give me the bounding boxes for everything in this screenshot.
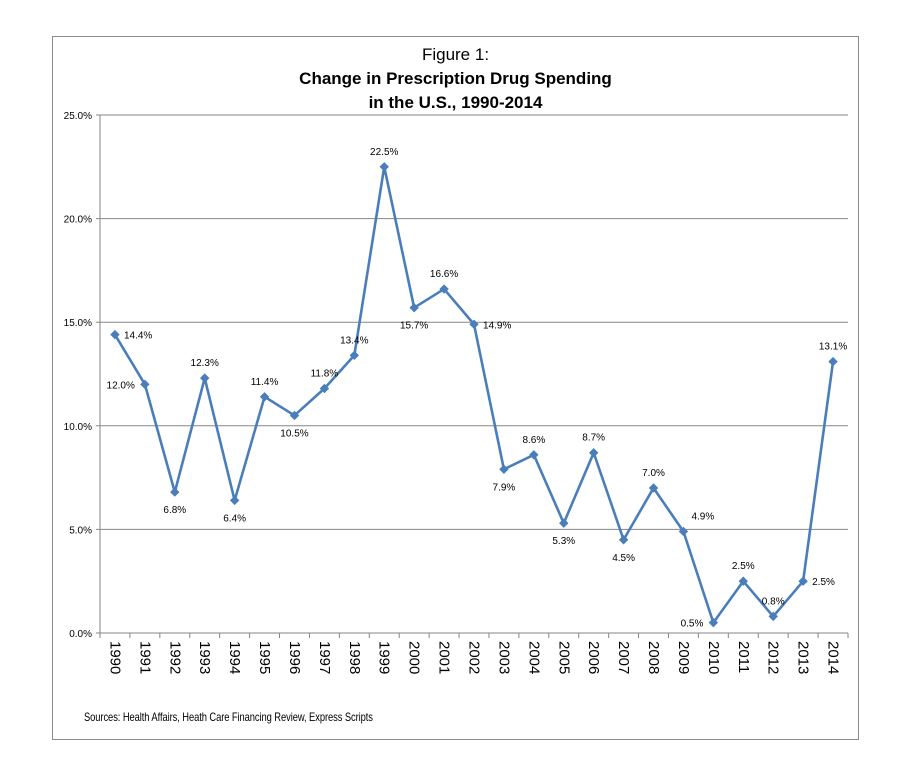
data-label: 8.6% — [522, 435, 545, 446]
data-label: 12.0% — [107, 380, 135, 391]
data-label: 5.3% — [552, 536, 575, 547]
data-label: 16.6% — [430, 269, 458, 280]
data-point — [798, 576, 808, 586]
data-point — [828, 356, 838, 367]
x-tick-label: 2000 — [406, 641, 423, 674]
y-tick-label: 20.0% — [64, 215, 92, 226]
x-tick-label: 2001 — [436, 641, 453, 674]
data-point — [409, 302, 419, 313]
x-tick-label: 1997 — [316, 641, 333, 674]
data-label: 14.4% — [124, 331, 152, 342]
x-tick-label: 2005 — [555, 641, 572, 674]
data-label: 6.4% — [223, 513, 246, 524]
x-tick-label: 2006 — [585, 641, 602, 674]
x-tick-label: 2010 — [705, 641, 722, 674]
data-label: 0.8% — [762, 596, 785, 607]
data-label: 15.7% — [400, 321, 428, 332]
y-tick-label: 10.0% — [64, 422, 92, 433]
x-tick-label: 2004 — [525, 641, 542, 674]
data-point — [140, 379, 150, 390]
source-note: Sources: Health Affairs, Heath Care Fina… — [84, 710, 373, 724]
data-point — [200, 373, 210, 383]
x-tick-label: 2007 — [615, 641, 632, 674]
x-tick-label: 1999 — [376, 641, 393, 674]
data-point — [379, 162, 389, 172]
x-tick-label: 1993 — [196, 641, 213, 674]
y-tick-label: 25.0% — [64, 111, 92, 122]
data-point — [229, 495, 240, 506]
data-label: 6.8% — [163, 505, 186, 516]
x-tick-label: 1998 — [346, 641, 363, 674]
data-point — [618, 535, 629, 545]
data-point — [678, 526, 689, 537]
x-tick-label: 1996 — [286, 641, 303, 674]
x-tick-label: 1992 — [166, 641, 183, 674]
data-label: 13.1% — [819, 342, 847, 353]
data-point — [648, 483, 659, 493]
data-point — [708, 617, 719, 628]
data-point — [499, 464, 509, 475]
data-point — [259, 392, 270, 402]
data-point — [319, 383, 330, 394]
data-label: 11.8% — [311, 369, 339, 380]
data-label: 12.3% — [191, 358, 219, 369]
x-tick-label: 2013 — [795, 641, 812, 674]
x-tick-label: 1994 — [226, 641, 243, 674]
x-tick-label: 1991 — [136, 641, 153, 674]
data-point — [170, 487, 180, 497]
x-tick-label: 2014 — [825, 641, 842, 674]
data-point — [469, 319, 479, 329]
chart-title-figure: Figure 1: — [421, 45, 490, 64]
y-tick-label: 15.0% — [64, 318, 92, 329]
data-label: 7.0% — [642, 468, 665, 479]
data-label: 4.9% — [691, 511, 714, 522]
x-tick-label: 1995 — [256, 641, 273, 674]
x-tick-label: 2008 — [645, 641, 662, 674]
data-point — [559, 518, 569, 528]
x-tick-label: 2003 — [495, 641, 512, 674]
x-tick-label: 2002 — [466, 641, 483, 674]
x-tick-label: 1990 — [106, 641, 123, 674]
data-label: 2.5% — [812, 577, 835, 588]
chart-title: Figure 1: Change in Prescription Drug Sp… — [52, 43, 859, 115]
x-tick-label: 2009 — [675, 641, 692, 674]
data-point — [529, 450, 539, 460]
data-label: 14.9% — [483, 320, 511, 331]
data-label: 8.7% — [582, 433, 605, 444]
data-point — [588, 448, 599, 458]
data-label: 4.5% — [612, 553, 635, 564]
y-tick-label: 0.0% — [69, 629, 92, 640]
series-line — [113, 165, 835, 624]
data-label: 10.5% — [280, 428, 308, 439]
data-label: 13.4% — [340, 335, 368, 346]
data-label: 0.5% — [681, 619, 704, 630]
data-label: 2.5% — [732, 561, 755, 572]
data-point — [110, 329, 120, 340]
data-label: 11.4% — [251, 377, 279, 388]
chart-title-sub: in the U.S., 1990-2014 — [368, 93, 543, 112]
chart-frame — [52, 36, 859, 740]
chart-title-main: Change in Prescription Drug Spending — [299, 69, 612, 88]
data-point — [349, 350, 360, 361]
data-point — [738, 576, 748, 586]
data-label: 22.5% — [370, 147, 398, 158]
x-tick-label: 2012 — [765, 641, 782, 674]
x-tick-label: 2011 — [735, 641, 752, 673]
data-point — [289, 410, 300, 421]
data-point — [768, 611, 778, 622]
data-label: 7.9% — [493, 482, 516, 493]
y-tick-label: 5.0% — [69, 525, 92, 536]
data-point — [439, 284, 449, 294]
